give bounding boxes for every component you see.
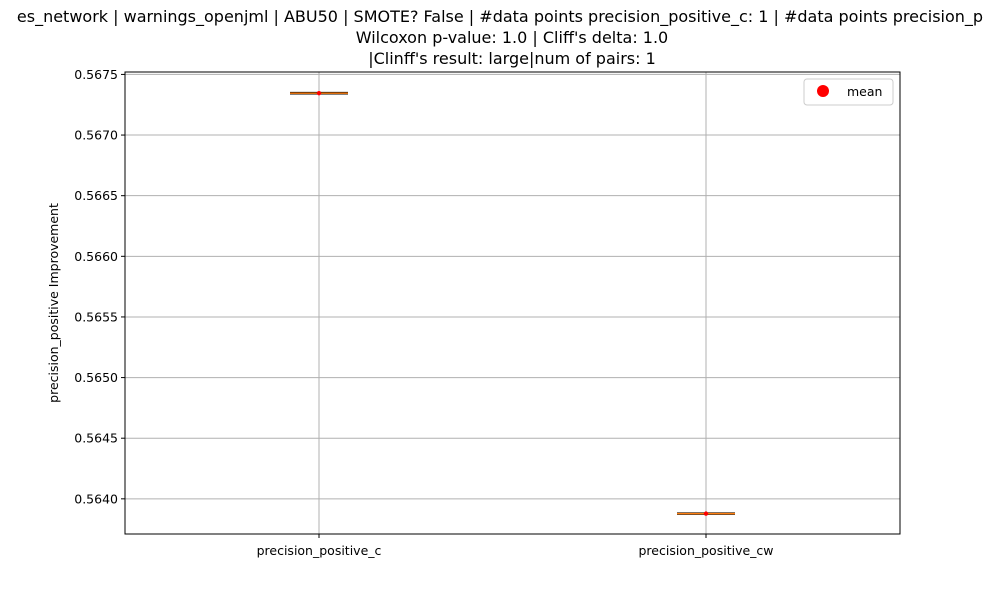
x-tick-label: precision_positive_cw [638, 543, 773, 558]
y-tick-label: 0.5675 [74, 67, 118, 82]
legend-mean-label: mean [847, 84, 882, 99]
y-tick-label: 0.5645 [74, 431, 118, 446]
plot-data [290, 91, 735, 516]
y-tick-label: 0.5640 [74, 491, 118, 506]
x-axis: precision_positive_c precision_positive_c… [257, 534, 774, 558]
x-tick-label: precision_positive_c [257, 543, 382, 558]
y-tick-label: 0.5650 [74, 370, 118, 385]
y-tick-label: 0.5665 [74, 188, 118, 203]
legend-box [803, 78, 894, 106]
plot-frame [124, 71, 901, 535]
chart-title-line-1: es_network | warnings_openjml | ABU50 | … [17, 7, 983, 27]
grid-lines [125, 72, 900, 534]
chart-title-line-2: Wilcoxon p-value: 1.0 | Cliff's delta: 1… [356, 28, 668, 47]
y-axis-label: precision_positive Improvement [46, 203, 61, 403]
mean-marker [316, 91, 322, 96]
chart-title-line-3: |Clinff's result: large|num of pairs: 1 [368, 49, 656, 68]
y-tick-label: 0.5660 [74, 249, 118, 264]
legend-mean-marker [817, 85, 829, 97]
y-tick-label: 0.5655 [74, 309, 118, 324]
y-axis: 0.5640 0.5645 0.5650 0.5655 0.5660 0.5665 0.56… [74, 67, 125, 506]
mean-marker [703, 511, 709, 516]
legend: mean [803, 78, 894, 106]
chart-title: es_network | warnings_openjml | ABU50 | … [17, 7, 983, 68]
y-tick-label: 0.5670 [74, 128, 118, 143]
